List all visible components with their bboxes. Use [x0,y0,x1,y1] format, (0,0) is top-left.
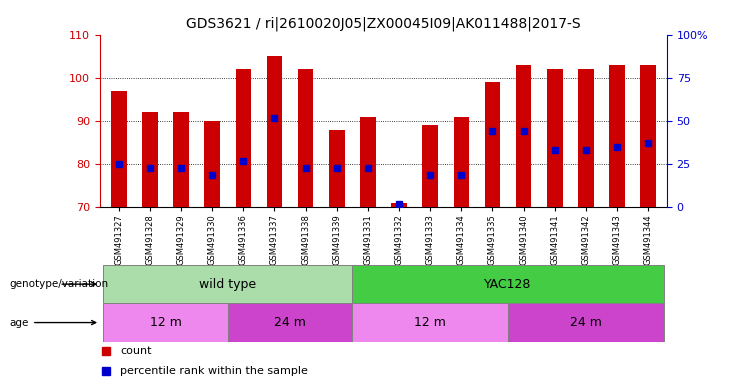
Bar [422,125,438,207]
Text: 12 m: 12 m [150,316,182,329]
Text: 24 m: 24 m [570,316,602,329]
Bar [547,69,562,207]
Bar [391,203,407,207]
Bar [205,121,220,207]
Bar [453,117,469,207]
Bar [360,117,376,207]
Text: genotype/variation: genotype/variation [10,279,109,289]
Bar [227,303,352,342]
Text: wild type: wild type [199,278,256,291]
Bar [298,69,313,207]
Text: count: count [120,346,151,356]
Bar [142,112,158,207]
Bar [103,265,352,303]
Bar [485,82,500,207]
Text: age: age [10,318,96,328]
Text: YAC128: YAC128 [485,278,532,291]
Text: 12 m: 12 m [414,316,446,329]
Text: percentile rank within the sample: percentile rank within the sample [120,366,308,376]
Bar [640,65,656,207]
Bar [103,303,227,342]
Text: 24 m: 24 m [274,316,306,329]
Bar [516,65,531,207]
Bar [578,69,594,207]
Bar [111,91,127,207]
Bar [329,130,345,207]
Bar [508,303,664,342]
Bar [352,303,508,342]
Bar [173,112,189,207]
Bar [267,56,282,207]
Bar [236,69,251,207]
Bar [609,65,625,207]
Title: GDS3621 / ri|2610020J05|ZX00045I09|AK011488|2017-S: GDS3621 / ri|2610020J05|ZX00045I09|AK011… [186,17,581,31]
Bar [352,265,664,303]
